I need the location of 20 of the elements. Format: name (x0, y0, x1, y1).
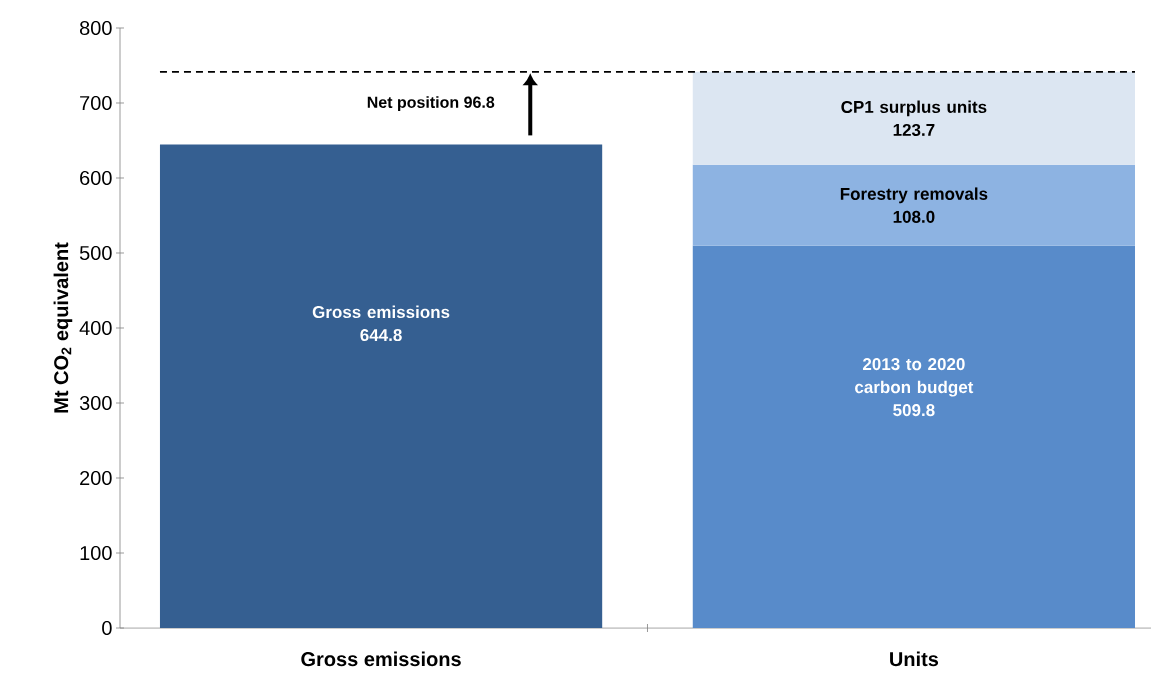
y-tick-label: 300 (79, 395, 112, 411)
y-axis-title: Mt CO$_{2}$ equivalent (53, 242, 73, 413)
y-tick-label: 400 (79, 320, 112, 336)
series-label: Gross emissions (312, 305, 450, 319)
data-label: 644.8 (360, 329, 402, 342)
series-label: CP1 surplus units (841, 100, 987, 117)
series-label: Forestry removals (840, 187, 988, 204)
data-label: 108.0 (893, 210, 935, 223)
y-tick-label: 500 (79, 245, 112, 261)
x-tick-label: Units (890, 651, 939, 667)
y-tick-label: 700 (80, 95, 112, 111)
annotation: Net position 96.8 (367, 96, 495, 112)
y-tick-label: 800 (79, 20, 112, 36)
data-label: 509.8 (893, 404, 935, 417)
y-tick-label: 100 (80, 545, 112, 561)
y-tick-label: 200 (80, 470, 112, 486)
data-label: 123.7 (893, 123, 935, 137)
series-label: 2013 to 2020 carbon budget (855, 358, 974, 397)
y-tick-label: 0 (102, 620, 112, 636)
y-tick-label: 600 (80, 170, 112, 186)
